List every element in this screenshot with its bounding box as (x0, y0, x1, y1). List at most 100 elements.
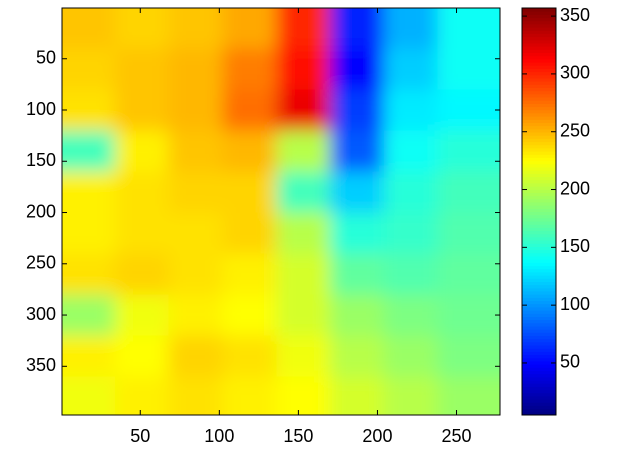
heatmap-cell (330, 253, 385, 296)
heatmap-cell (437, 48, 500, 91)
colorbar-swatch (522, 360, 556, 365)
colorbar-swatch (522, 151, 556, 155)
heatmap-cell (168, 130, 223, 173)
colorbar-swatch (522, 39, 556, 44)
colorbar-swatch (522, 211, 556, 216)
colorbar-swatch (522, 227, 556, 232)
heatmap-cell (330, 130, 385, 173)
colorbar-swatch (522, 389, 556, 394)
heatmap-cell (276, 48, 331, 91)
y-tick-label: 250 (26, 253, 56, 273)
colorbar-swatch (522, 303, 556, 308)
colorbar-swatch (522, 65, 556, 69)
colorbar-swatch (522, 33, 556, 38)
colorbar-swatch (522, 380, 556, 384)
colorbar-swatch (522, 166, 556, 171)
colorbar-swatch (522, 395, 556, 400)
colorbar-swatch (522, 189, 556, 193)
colorbar-swatch (522, 30, 556, 34)
colorbar-swatch (522, 109, 556, 114)
colorbar-swatch (522, 399, 556, 403)
colorbar-swatch (522, 157, 556, 162)
colorbar-swatch (522, 170, 556, 174)
colorbar-swatch (522, 316, 556, 321)
heatmap-cell (383, 130, 439, 173)
colorbar-swatch (522, 192, 556, 197)
colorbar-swatch (522, 240, 556, 244)
heatmap-cell (114, 8, 170, 49)
colorbar-swatch (522, 402, 556, 406)
colorbar-swatch (522, 405, 556, 410)
y-tick-label: 100 (26, 99, 56, 119)
plot-frame (61, 7, 501, 416)
heatmap-cell (330, 294, 385, 337)
colorbar-swatch (522, 8, 556, 12)
heatmap-cell (383, 294, 439, 337)
colorbar-swatch (522, 294, 556, 298)
heatmap-cell (168, 89, 223, 132)
heatmap-cell (437, 294, 500, 337)
colorbar-swatch (522, 332, 556, 337)
colorbar-swatch (522, 249, 556, 254)
colorbar-swatch (522, 62, 556, 66)
colorbar-tick-label: 300 (560, 63, 590, 83)
colorbar-swatch (522, 122, 556, 127)
heatmap-cell (168, 253, 223, 296)
colorbar-swatch (522, 287, 556, 292)
colorbar-swatch (522, 281, 556, 286)
colorbar-swatch (522, 246, 556, 251)
heatmap-cell (114, 48, 170, 91)
colorbar-swatch (522, 46, 556, 50)
colorbar-swatch (522, 186, 556, 190)
heatmap-cell (114, 171, 170, 214)
heatmap-cell (168, 48, 223, 91)
colorbar-swatch (522, 173, 556, 178)
heatmap-cell (383, 376, 439, 415)
colorbar-swatch (522, 322, 556, 327)
colorbar-swatch (522, 52, 556, 57)
heatmap-cell (168, 212, 223, 255)
colorbar-frame (521, 7, 557, 416)
colorbar-swatch (522, 335, 556, 340)
heatmap-cell (330, 335, 385, 378)
x-tick-label: 100 (204, 426, 234, 446)
x-tick-label: 50 (130, 426, 150, 446)
colorbar-swatch (522, 135, 556, 139)
colorbar-swatch (522, 341, 556, 346)
heatmap-cell (383, 89, 439, 132)
heatmap-cell (330, 376, 385, 415)
heatmap-cell (437, 376, 500, 415)
heatmap-cell (276, 376, 331, 415)
colorbar-swatch (522, 376, 556, 381)
colorbar-swatch (522, 306, 556, 311)
y-tick-label: 200 (26, 201, 56, 221)
colorbar-swatch (522, 90, 556, 95)
colorbar-tick-label: 250 (560, 120, 590, 140)
heatmap-cell (62, 48, 116, 91)
heatmap-cell (62, 171, 116, 214)
heatmap-cell (437, 212, 500, 255)
colorbar-swatch (522, 290, 556, 295)
colorbar-tick-label: 100 (560, 294, 590, 314)
colorbar-swatch (522, 195, 556, 200)
colorbar-swatch (522, 141, 556, 146)
colorbar-swatch (522, 345, 556, 349)
heatmap-cell (114, 335, 170, 378)
colorbar-swatch (522, 179, 556, 184)
colorbar-swatch (522, 256, 556, 260)
colorbar-swatch (522, 68, 556, 73)
heatmap-cell (222, 8, 277, 49)
colorbar-swatch (522, 147, 556, 152)
heatmap-cell (330, 8, 385, 49)
heatmap-cell (168, 171, 223, 214)
colorbar-swatch (522, 392, 556, 397)
colorbar-swatch (522, 23, 556, 28)
heatmap-cell (383, 171, 439, 214)
colorbar-swatch (522, 325, 556, 330)
heatmap-cell (276, 8, 331, 49)
heatmap-cell (114, 212, 170, 255)
heatmap-cell (222, 89, 277, 132)
heatmap-cell (330, 171, 385, 214)
